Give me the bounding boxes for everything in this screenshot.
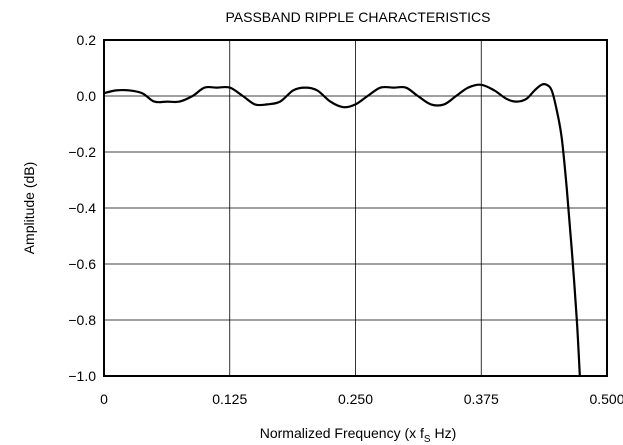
grid-lines	[104, 40, 607, 376]
y-tick-label: −0.6	[68, 256, 96, 272]
x-axis-label-end: Hz)	[431, 425, 457, 441]
chart-title: PASSBAND RIPPLE CHARACTERISTICS	[225, 9, 490, 25]
y-tick-labels: 0.2 0.0 −0.2 −0.4 −0.6 −0.8 −1.0	[68, 32, 96, 384]
y-axis-label: Amplitude (dB)	[21, 162, 37, 255]
x-axis-label: Normalized Frequency (x fS Hz)	[260, 425, 457, 445]
x-tick-labels: 0 0.125 0.250 0.375 0.500	[100, 391, 623, 407]
y-tick-label: −0.2	[68, 144, 96, 160]
x-tick-label: 0.250	[338, 391, 373, 407]
x-tick-label: 0	[100, 391, 108, 407]
x-tick-label: 0.375	[464, 391, 499, 407]
y-tick-label: −0.8	[68, 312, 96, 328]
x-axis-label-main: Normalized Frequency (x f	[260, 425, 424, 441]
y-tick-label: 0.2	[77, 32, 97, 48]
y-tick-label: −1.0	[68, 368, 96, 384]
data-curve-group	[103, 83, 581, 377]
x-tick-label: 0.125	[212, 391, 247, 407]
x-axis-label-subscript: S	[424, 434, 431, 445]
y-tick-label: −0.4	[68, 200, 96, 216]
ripple-curve	[103, 83, 581, 377]
y-tick-label: 0.0	[77, 88, 97, 104]
plot-frame	[103, 39, 608, 377]
x-tick-label: 0.500	[589, 391, 623, 407]
